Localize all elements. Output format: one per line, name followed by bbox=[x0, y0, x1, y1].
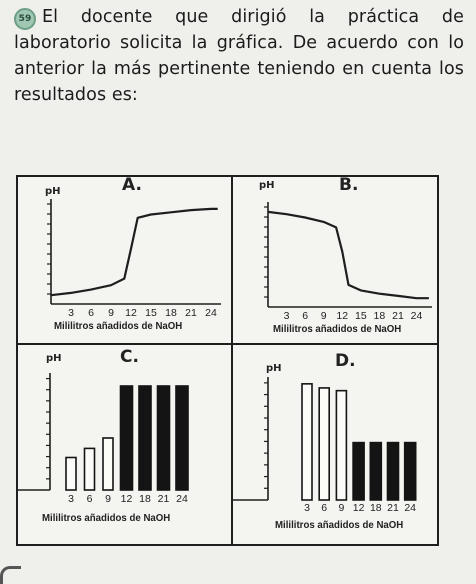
option-d-x-tick-label: 21 bbox=[387, 502, 399, 514]
option-d-x-tick-label: 12 bbox=[353, 502, 365, 514]
option-d-x-tick-label: 18 bbox=[370, 502, 382, 514]
option-d-x-tick-label: 9 bbox=[338, 502, 344, 514]
option-a-x-tick-label: 12 bbox=[125, 307, 137, 319]
option-d-bar bbox=[370, 443, 381, 500]
option-d-x-tick-label: 6 bbox=[321, 502, 327, 514]
option-d-x-axis-label: Mililitros añadidos de NaOH bbox=[275, 519, 403, 531]
option-c-x-tick-label: 12 bbox=[121, 493, 133, 505]
option-c-x-tick-label: 18 bbox=[139, 493, 151, 505]
option-c-bar bbox=[85, 448, 95, 490]
option-a-x-tick-label: 24 bbox=[205, 307, 217, 319]
option-b-x-tick-label: 9 bbox=[321, 310, 327, 322]
option-d-x-tick-label: 24 bbox=[404, 502, 416, 514]
option-d-bar bbox=[388, 443, 399, 500]
option-b-x-tick-label: 24 bbox=[411, 310, 423, 322]
option-b-x-axis-label: Mililitros añadidos de NaOH bbox=[273, 323, 401, 335]
option-b-x-tick-label: 3 bbox=[284, 310, 290, 322]
option-a-x-tick-label: 6 bbox=[88, 307, 94, 319]
option-c-x-tick-label: 3 bbox=[68, 493, 74, 505]
option-c-x-tick-label: 21 bbox=[158, 493, 170, 505]
option-d-bar bbox=[353, 443, 364, 500]
option-a-x-tick-label: 3 bbox=[68, 307, 74, 319]
option-a-x-tick-label: 15 bbox=[145, 307, 157, 319]
option-c-x-tick-label: 6 bbox=[87, 493, 93, 505]
option-a-x-tick-label: 21 bbox=[185, 307, 197, 319]
option-c-bar bbox=[139, 386, 151, 490]
option-c-bar bbox=[158, 386, 170, 490]
option-b-x-tick-label: 12 bbox=[336, 310, 348, 322]
next-question-badge-fragment bbox=[0, 566, 21, 584]
option-b-curve bbox=[268, 212, 429, 298]
option-c-bar bbox=[176, 386, 188, 490]
option-a-curve bbox=[51, 209, 218, 295]
option-d-bar bbox=[302, 384, 312, 500]
option-a-x-tick-label: 18 bbox=[165, 307, 177, 319]
question-text: El docente que dirigió la práctica de la… bbox=[14, 7, 464, 105]
option-c-x-axis-label: Mililitros añadidos de NaOH bbox=[42, 512, 170, 524]
option-a-x-tick-label: 9 bbox=[108, 307, 114, 319]
option-d-x-tick-label: 3 bbox=[304, 502, 310, 514]
option-b-x-tick-label: 15 bbox=[355, 310, 367, 322]
option-c-x-tick-label: 24 bbox=[176, 493, 188, 505]
option-c-bar bbox=[103, 438, 113, 490]
option-c-bar bbox=[66, 458, 76, 491]
option-b-x-tick-label: 6 bbox=[302, 310, 308, 322]
option-b-x-tick-label: 18 bbox=[374, 310, 386, 322]
option-c-x-tick-label: 9 bbox=[105, 493, 111, 505]
option-d-bar bbox=[405, 443, 416, 500]
option-a-x-ticks: 3 6 9 12 15 18 21 24 bbox=[18, 307, 231, 321]
option-d-bar bbox=[319, 388, 329, 500]
option-b-x-tick-label: 21 bbox=[392, 310, 404, 322]
option-d-bar bbox=[336, 391, 346, 500]
question-number-badge: 59 bbox=[14, 8, 36, 30]
option-a-x-axis-label: Mililitros añadidos de NaOH bbox=[54, 320, 182, 332]
option-c-bar bbox=[121, 386, 133, 490]
